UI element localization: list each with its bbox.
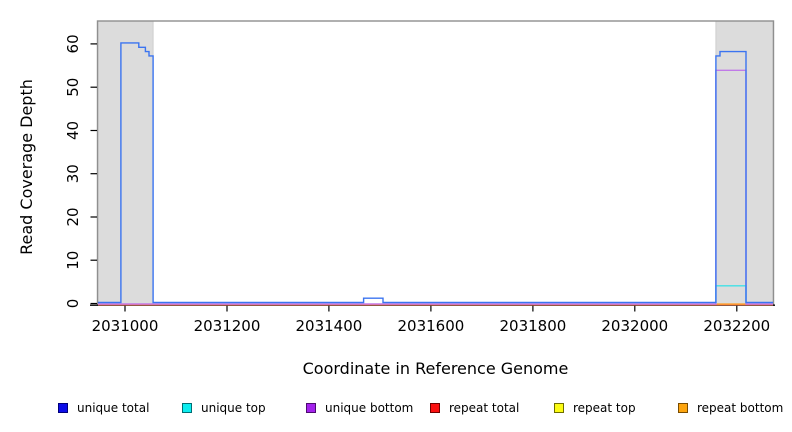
y-tick-label: 20: [64, 207, 82, 226]
y-tick-label: 0: [64, 299, 82, 309]
series-unique-total: [98, 42, 773, 304]
unique-total-swatch-icon: [58, 403, 68, 413]
x-tick-label: 2032000: [601, 317, 668, 335]
x-tick-label: 2031800: [499, 317, 566, 335]
legend: unique total unique top unique bottom repea…: [0, 399, 792, 423]
legend-item-unique-top: unique top: [182, 399, 266, 417]
x-tick-label: 2031000: [92, 317, 159, 335]
shaded-region: [715, 20, 774, 306]
repeat-top-swatch-icon: [554, 403, 564, 413]
repeat-bottom-swatch-icon: [678, 403, 688, 413]
legend-item-repeat-bottom: repeat bottom: [678, 399, 783, 417]
x-tick-label: 2031400: [295, 317, 362, 335]
y-tick-label: 10: [64, 251, 82, 270]
plot-frame: [96, 20, 775, 306]
legend-item-unique-bottom: unique bottom: [306, 399, 413, 417]
y-tick-label: 50: [64, 78, 82, 97]
y-tick-label: 60: [64, 34, 82, 53]
x-tick-label: 2031200: [194, 317, 261, 335]
legend-item-repeat-total: repeat total: [430, 399, 519, 417]
unique-top-swatch-icon: [182, 403, 192, 413]
legend-label: repeat bottom: [697, 401, 784, 415]
unique-bottom-swatch-icon: [306, 403, 316, 413]
legend-item-repeat-top: repeat top: [554, 399, 636, 417]
x-tick-label: 2031600: [397, 317, 464, 335]
y-tick-label: 30: [64, 164, 82, 183]
legend-label: unique bottom: [325, 401, 414, 415]
legend-item-unique-total: unique total: [58, 399, 149, 417]
repeat-total-swatch-icon: [430, 403, 440, 413]
x-axis-label: Coordinate in Reference Genome: [302, 359, 569, 378]
series-unique-bottom: [98, 69, 773, 305]
legend-label: repeat top: [573, 401, 636, 415]
y-tick-label: 40: [64, 121, 82, 140]
legend-label: unique top: [201, 401, 266, 415]
y-axis-label: Read Coverage Depth: [17, 79, 36, 255]
legend-label: unique total: [77, 401, 150, 415]
legend-label: repeat total: [449, 401, 520, 415]
shaded-region: [97, 20, 154, 306]
x-tick-label: 2032200: [703, 317, 770, 335]
